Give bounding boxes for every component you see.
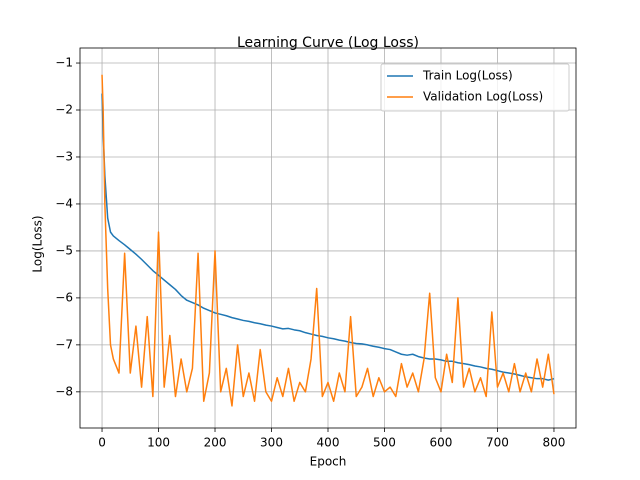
x-tick-label: 600	[430, 436, 453, 450]
x-tick-label: 700	[486, 436, 509, 450]
y-tick-label: −4	[55, 196, 73, 210]
y-tick-label: −8	[55, 384, 73, 398]
legend-label: Validation Log(Loss)	[423, 90, 543, 104]
x-tick-label: 500	[373, 436, 396, 450]
y-tick-label: −2	[55, 103, 73, 117]
x-tick-label: 200	[204, 436, 227, 450]
x-tick-label: 100	[147, 436, 170, 450]
chart-title: Learning Curve (Log Loss)	[237, 35, 419, 51]
data-line	[101, 74, 555, 407]
y-tick-label: −3	[55, 149, 73, 163]
y-tick-label: −6	[55, 290, 73, 304]
x-tick-label: 800	[543, 436, 566, 450]
y-tick-label: −7	[55, 337, 73, 351]
legend: Train Log(Loss) Validation Log(Loss)	[380, 63, 570, 112]
x-tick-label: 400	[317, 436, 340, 450]
x-axis-label: Epoch	[310, 455, 347, 469]
x-tick-label: 300	[260, 436, 283, 450]
plot-frame	[79, 47, 577, 429]
y-tick-label: −1	[55, 56, 73, 70]
legend-label: Train Log(Loss)	[422, 69, 513, 83]
x-tick-label: 0	[98, 436, 106, 450]
y-axis-label: Log(Loss)	[31, 215, 45, 272]
legend-box	[380, 63, 570, 112]
y-tick-label: −5	[55, 243, 73, 257]
